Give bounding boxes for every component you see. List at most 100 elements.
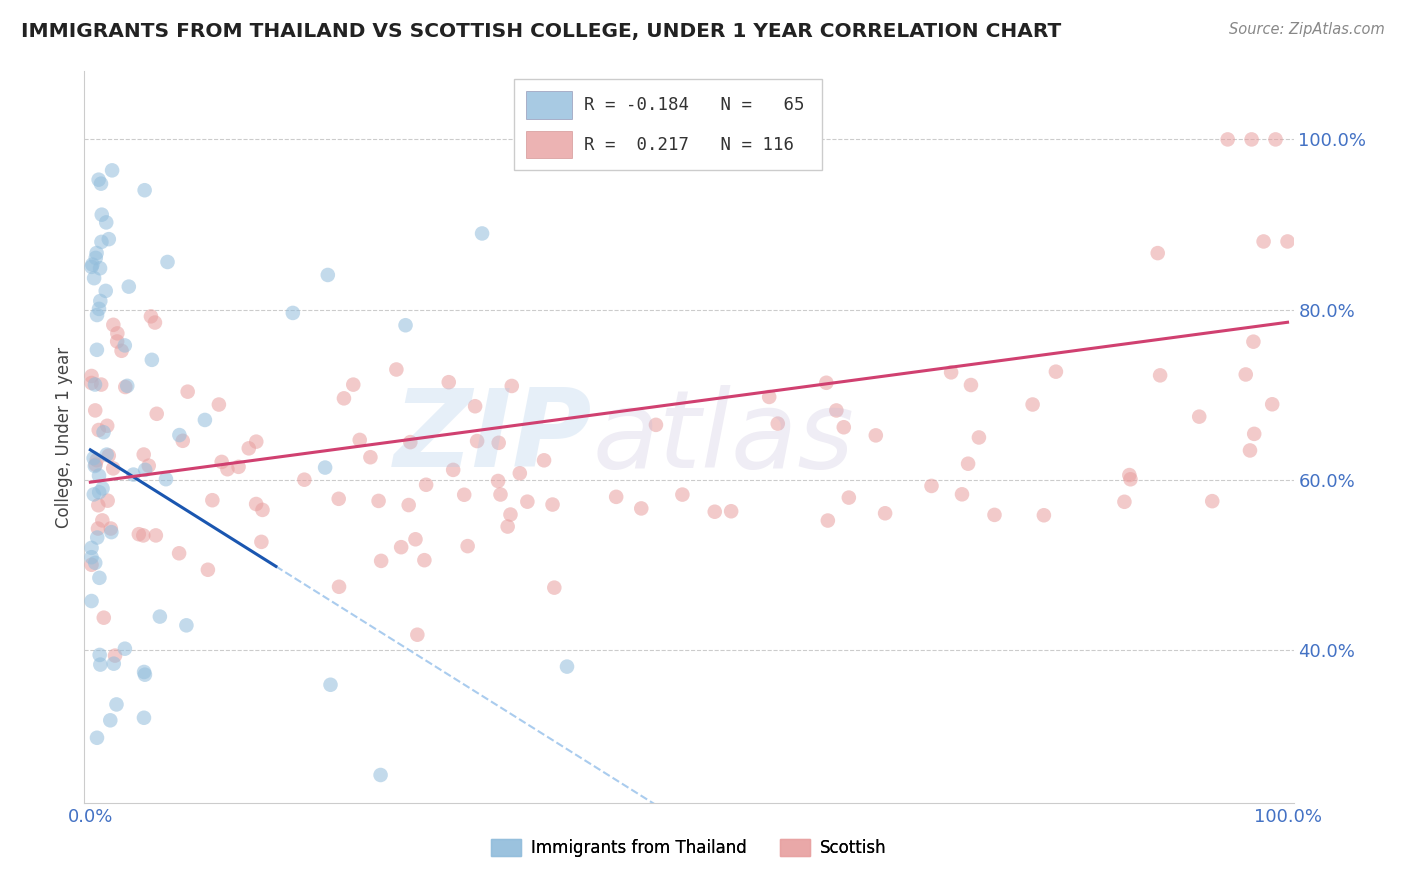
Point xyxy=(122,467,145,482)
Point xyxy=(398,498,420,512)
Point xyxy=(385,362,408,376)
Point xyxy=(328,491,350,506)
Point xyxy=(349,433,371,447)
Legend: Immigrants from Thailand, Scottish: Immigrants from Thailand, Scottish xyxy=(485,832,893,864)
Point xyxy=(967,430,990,444)
Point xyxy=(865,428,887,442)
Point xyxy=(437,375,460,389)
Point xyxy=(83,451,105,466)
Point xyxy=(281,306,304,320)
Point xyxy=(370,554,392,568)
Point xyxy=(415,477,437,491)
Point xyxy=(80,260,103,274)
Point xyxy=(314,460,336,475)
Point xyxy=(114,338,136,352)
Point xyxy=(86,453,108,467)
Point xyxy=(815,376,838,390)
Point xyxy=(103,657,125,671)
Text: IMMIGRANTS FROM THAILAND VS SCOTTISH COLLEGE, UNDER 1 YEAR CORRELATION CHART: IMMIGRANTS FROM THAILAND VS SCOTTISH COL… xyxy=(21,22,1062,41)
Point xyxy=(957,457,980,471)
Point xyxy=(145,407,167,421)
Point xyxy=(87,468,110,483)
Point xyxy=(90,177,112,191)
Point xyxy=(516,494,538,508)
Point xyxy=(1243,426,1265,441)
Point xyxy=(103,461,125,475)
Y-axis label: College, Under 1 year: College, Under 1 year xyxy=(55,346,73,528)
Point xyxy=(139,310,162,324)
Point xyxy=(832,420,855,434)
Point xyxy=(201,493,224,508)
Point xyxy=(1216,132,1239,146)
Point xyxy=(1201,494,1223,508)
Point xyxy=(98,714,121,728)
Text: R =  0.217   N = 116: R = 0.217 N = 116 xyxy=(583,136,794,153)
Point xyxy=(97,493,120,508)
Point xyxy=(457,539,479,553)
Point xyxy=(413,553,436,567)
Point xyxy=(84,458,107,472)
Point xyxy=(128,527,150,541)
Point xyxy=(1045,365,1067,379)
Point xyxy=(89,293,111,308)
Point xyxy=(96,418,118,433)
Point xyxy=(90,208,112,222)
Point xyxy=(96,448,118,462)
Point xyxy=(172,434,194,448)
Point xyxy=(83,487,105,501)
Point xyxy=(238,442,260,456)
Point xyxy=(555,659,578,673)
Point xyxy=(486,474,509,488)
Point xyxy=(104,648,127,663)
Point xyxy=(489,487,512,501)
Point xyxy=(83,271,105,285)
Point xyxy=(471,227,494,241)
Point xyxy=(703,505,725,519)
Point xyxy=(630,501,652,516)
Point xyxy=(939,365,962,379)
Point xyxy=(983,508,1005,522)
Point xyxy=(134,183,156,197)
Point xyxy=(80,550,103,565)
Point xyxy=(169,428,191,442)
Point xyxy=(1188,409,1211,424)
Point xyxy=(138,458,160,473)
Point xyxy=(134,667,156,681)
Point xyxy=(817,514,839,528)
Point xyxy=(176,384,198,399)
FancyBboxPatch shape xyxy=(526,91,572,119)
Point xyxy=(342,377,364,392)
Point xyxy=(155,472,177,486)
Point xyxy=(333,392,356,406)
Point xyxy=(1277,235,1299,249)
Point xyxy=(1021,397,1043,411)
Point xyxy=(141,352,163,367)
Text: Source: ZipAtlas.com: Source: ZipAtlas.com xyxy=(1229,22,1385,37)
Point xyxy=(950,487,973,501)
Point xyxy=(132,528,155,542)
Point xyxy=(1146,246,1168,260)
Point xyxy=(359,450,381,465)
Point xyxy=(671,487,693,501)
Point xyxy=(228,459,250,474)
Point xyxy=(496,519,519,533)
Point xyxy=(1114,495,1136,509)
Point xyxy=(367,494,389,508)
Point xyxy=(132,711,155,725)
Point xyxy=(389,540,412,554)
Point xyxy=(89,657,111,672)
Point xyxy=(464,399,486,413)
Point xyxy=(605,490,627,504)
Point xyxy=(117,379,139,393)
Point xyxy=(194,413,217,427)
Point xyxy=(960,378,983,392)
Point xyxy=(87,172,110,186)
Point xyxy=(118,279,141,293)
Text: R = -0.184   N =   65: R = -0.184 N = 65 xyxy=(583,96,804,114)
Point xyxy=(292,473,315,487)
Point xyxy=(90,377,112,392)
Point xyxy=(1149,368,1171,383)
Point xyxy=(1239,443,1261,458)
Point xyxy=(825,403,848,417)
Point xyxy=(149,609,172,624)
